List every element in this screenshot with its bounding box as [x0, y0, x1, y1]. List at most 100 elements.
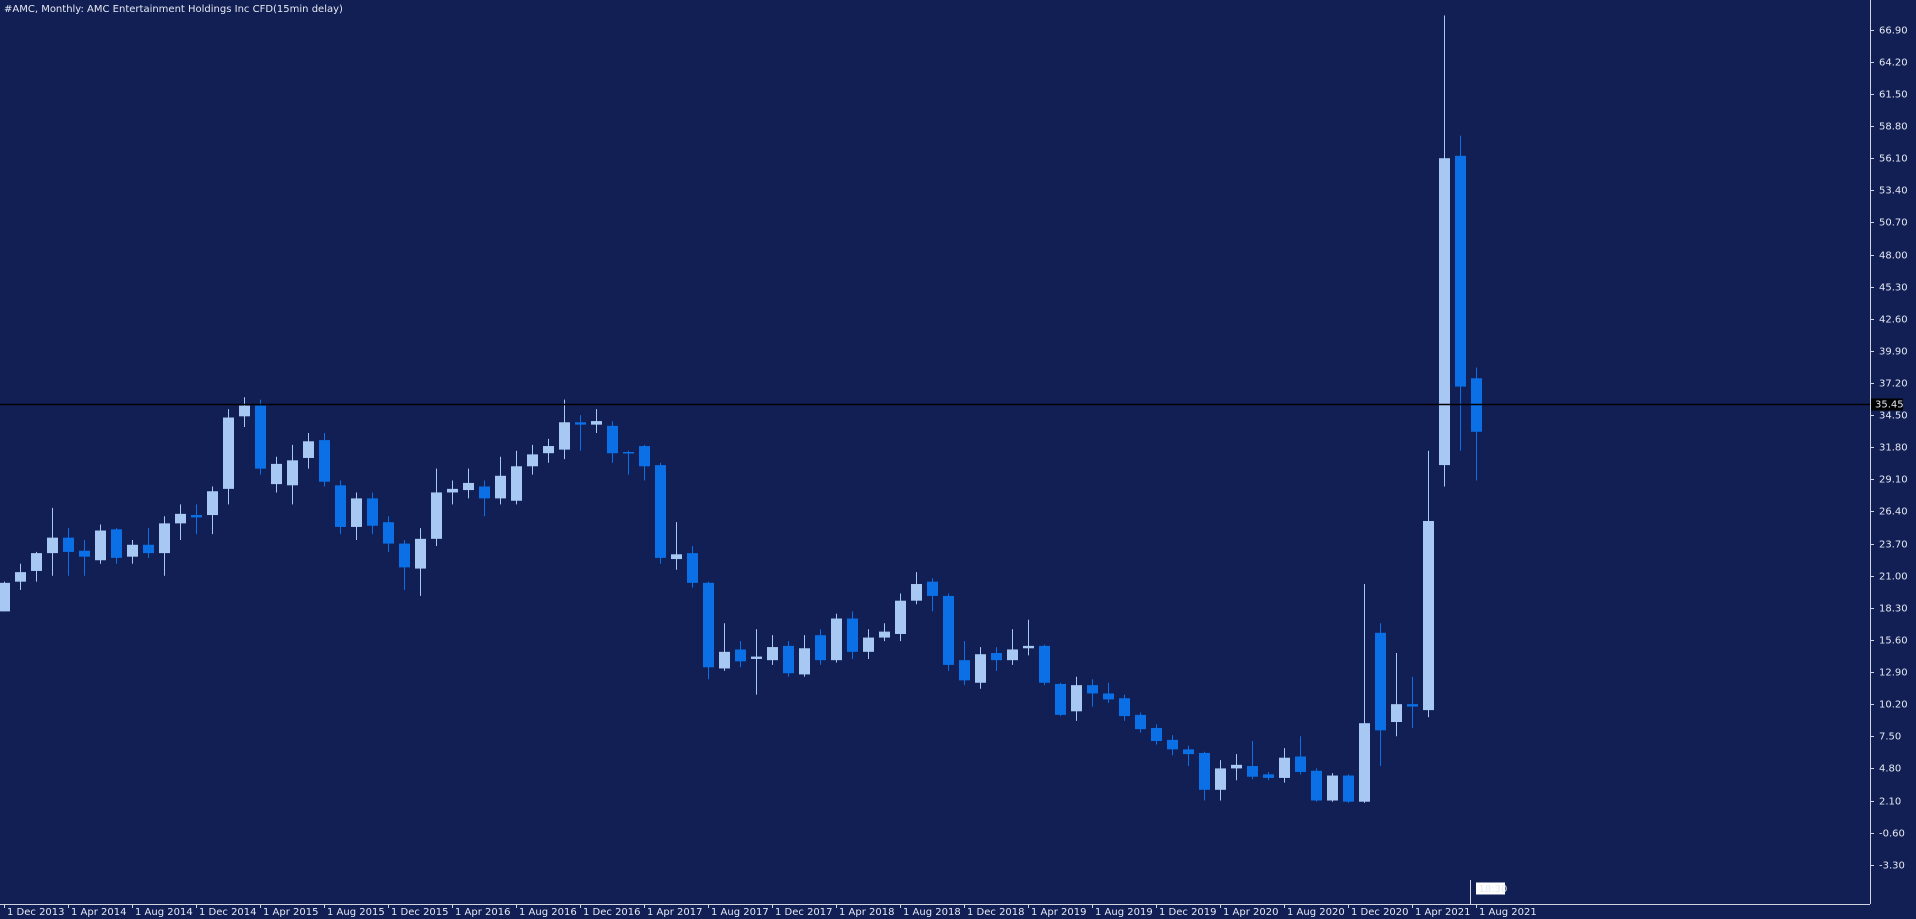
candle-body [959, 660, 970, 681]
candle-body [495, 475, 506, 499]
candle-body [527, 454, 538, 467]
x-tick-label: 1 Apr 2019 [1031, 907, 1086, 918]
candle-body [1423, 520, 1434, 711]
candle-body [1183, 749, 1194, 755]
y-tick-label: 61.50 [1879, 90, 1908, 101]
x-tick-label: 1 Apr 2014 [71, 907, 126, 918]
candle-body [415, 538, 426, 569]
candle-body [703, 582, 714, 668]
candle-body [239, 405, 250, 417]
x-tick-label: 1 Dec 2015 [391, 907, 449, 918]
x-tick-label: 1 Apr 2021 [1415, 907, 1470, 918]
candle-body [1119, 698, 1130, 717]
candle-body [1087, 685, 1098, 694]
y-tick-label: 50.70 [1879, 218, 1908, 229]
x-tick-label: 1 Dec 2014 [199, 907, 257, 918]
y-tick-label: 10.20 [1879, 700, 1908, 711]
candle-body [863, 637, 874, 652]
candle-body [319, 440, 330, 482]
x-tick-label: 1 Aug 2018 [903, 907, 961, 918]
candle-body [1167, 739, 1178, 750]
y-tick-label: 21.00 [1879, 572, 1908, 583]
y-tick-label: 58.80 [1879, 122, 1908, 133]
candle-body [1231, 764, 1242, 769]
price-line-label-box [1871, 398, 1903, 411]
candle-body [799, 648, 810, 675]
candle-body [479, 486, 490, 499]
x-tick-label: 1 Aug 2021 [1479, 907, 1537, 918]
candle-body [943, 595, 954, 665]
candle-body [1151, 727, 1162, 742]
y-tick-label: 23.70 [1879, 540, 1908, 551]
chart-title: #AMC, Monthly: AMC Entertainment Holding… [4, 4, 343, 15]
candle-body [1007, 649, 1018, 661]
candle-body [79, 550, 90, 557]
candle-body [975, 654, 986, 683]
candle-body [447, 488, 458, 493]
price-line-label: 35.45 [1875, 400, 1904, 411]
candle-body [575, 422, 586, 425]
candle-body [991, 653, 1002, 661]
x-tick-label: 1 Apr 2017 [647, 907, 702, 918]
candle-body [351, 498, 362, 527]
candle-body [1247, 766, 1258, 777]
candle-body [911, 584, 922, 601]
candle-body [1391, 704, 1402, 723]
y-tick-label: 48.00 [1879, 251, 1908, 262]
candle-body [623, 452, 634, 454]
timer-box [1475, 881, 1506, 896]
candle-body [1263, 774, 1274, 778]
candle-body [367, 498, 378, 526]
candle-body [111, 529, 122, 558]
candle-body [1359, 723, 1370, 802]
candle-body [751, 656, 762, 659]
y-tick-label: 56.10 [1879, 154, 1908, 165]
y-tick-label: 4.80 [1879, 764, 1901, 775]
y-tick-label: 29.10 [1879, 475, 1908, 486]
candle-body [63, 537, 74, 552]
candle-body [639, 446, 650, 467]
candle-body [511, 466, 522, 501]
x-tick-label: 1 Apr 2015 [263, 907, 318, 918]
candle-body [463, 482, 474, 491]
x-tick-label: 1 Dec 2013 [7, 907, 65, 918]
candle-body [1311, 770, 1322, 801]
candle-body [735, 649, 746, 662]
candle-body [847, 618, 858, 652]
x-tick-label: 1 Dec 2016 [583, 907, 641, 918]
candle-body [719, 651, 730, 669]
x-tick-label: 1 Aug 2017 [711, 907, 769, 918]
x-tick-label: 1 Apr 2020 [1223, 907, 1278, 918]
y-tick-label: 66.90 [1879, 26, 1908, 37]
candle-body [1103, 693, 1114, 700]
x-tick-label: 1 Aug 2015 [327, 907, 385, 918]
candle-body [431, 492, 442, 539]
y-tick-label: 12.90 [1879, 668, 1908, 679]
x-tick-label: 1 Aug 2014 [135, 907, 193, 918]
candle-body [95, 530, 106, 561]
candle-body [271, 463, 282, 485]
candle-body [1071, 685, 1082, 712]
candle-body [591, 421, 602, 425]
candle-body [1407, 704, 1418, 707]
x-tick-label: 1 Aug 2016 [519, 907, 577, 918]
candle-body [223, 417, 234, 489]
candle-body [895, 600, 906, 634]
candle-body [31, 553, 42, 571]
candle-body [399, 543, 410, 568]
candle-body [1375, 632, 1386, 731]
candle-body [1295, 756, 1306, 772]
candle-body [383, 522, 394, 544]
x-tick-label: 1 Dec 2018 [967, 907, 1025, 918]
y-tick-label: 45.30 [1879, 283, 1908, 294]
x-tick-label: 1 Apr 2016 [455, 907, 510, 918]
y-tick-label: -0.60 [1879, 829, 1905, 840]
candle-body [607, 425, 618, 454]
candle-body [255, 405, 266, 469]
x-tick-label: 1 Apr 2018 [839, 907, 894, 918]
y-tick-label: 31.80 [1879, 443, 1908, 454]
candle-body [1199, 752, 1210, 790]
candle-body [655, 465, 666, 558]
candle-body [303, 441, 314, 458]
